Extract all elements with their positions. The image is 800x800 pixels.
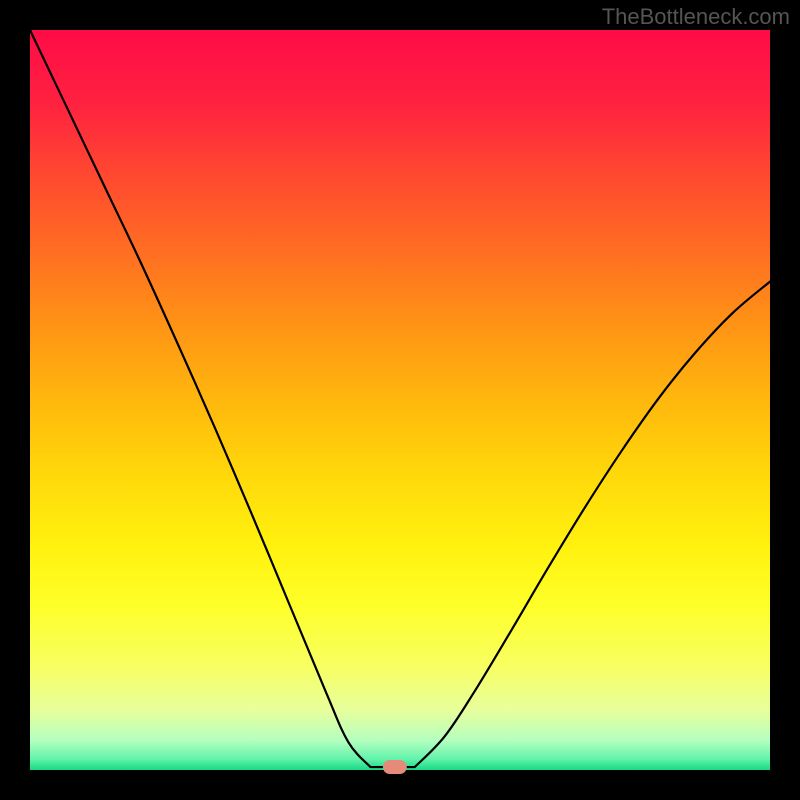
optimal-marker	[383, 760, 407, 774]
gradient-background	[30, 30, 770, 770]
chart-svg	[0, 0, 800, 800]
chart-stage: TheBottleneck.com	[0, 0, 800, 800]
watermark-text: TheBottleneck.com	[602, 4, 790, 30]
